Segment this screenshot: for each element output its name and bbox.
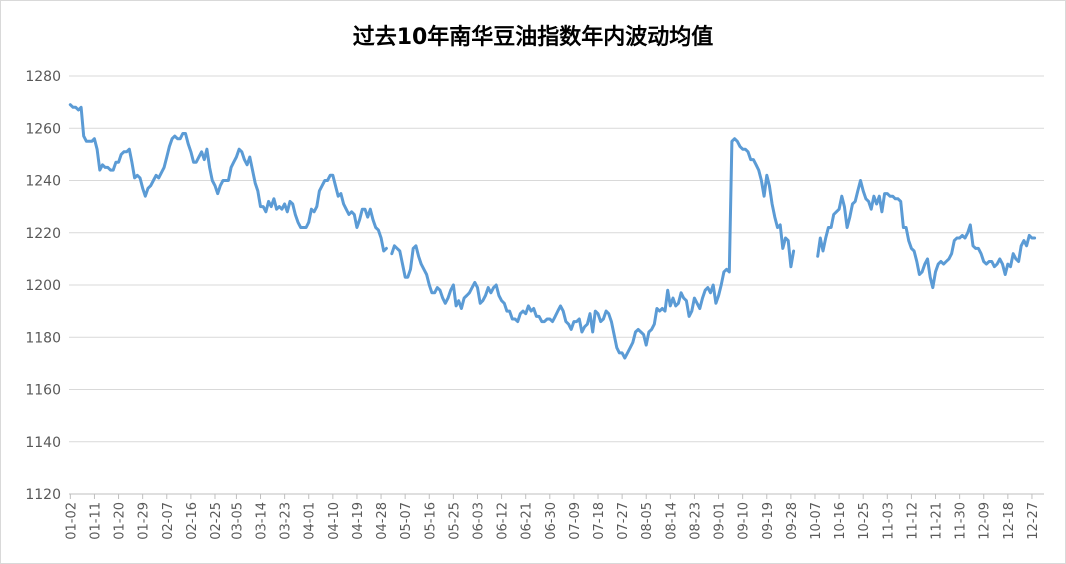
x-tick-label: 05-07 [399,502,414,540]
x-tick-label: 10-16 [833,502,848,540]
y-tick-label: 1260 [25,121,61,137]
y-tick-label: 1180 [25,330,61,346]
x-tick-label: 06-03 [471,502,486,540]
x-tick-label: 07-27 [616,502,631,540]
series-layer [68,103,1037,360]
x-tick-label: 09-01 [713,502,728,540]
x-tick-label: 04-01 [303,502,318,540]
x-tick-label: 07-18 [592,502,607,540]
x-tick-label: 12-27 [1026,502,1041,540]
x-tick-label: 03-23 [279,502,294,540]
x-tick-label: 08-14 [664,502,679,540]
x-tick-label: 06-30 [544,502,559,540]
x-tick-label: 12-09 [978,502,993,540]
x-tick-label: 11-12 [905,502,920,540]
x-tick-label: 10-25 [857,502,872,540]
x-tick-label: 11-21 [930,502,945,540]
x-tick-label: 02-07 [161,502,176,540]
x-tick-label: 02-16 [185,502,200,540]
x-tick-label: 01-02 [64,502,79,540]
y-tick-label: 1200 [25,278,61,294]
x-tick-label: 09-10 [737,502,752,540]
x-tick-label: 11-30 [954,502,969,540]
x-tick-label: 06-21 [520,502,535,540]
x-tick-label: 04-28 [375,502,390,540]
series-line [68,103,388,253]
x-tick-label: 01-20 [113,502,128,540]
x-tick-label: 10-07 [809,502,824,540]
y-tick-label: 1240 [25,174,61,190]
series-line [816,179,1037,290]
x-tick-label: 01-29 [137,502,152,540]
y-tick-label: 1160 [25,383,61,399]
x-tick-label: 09-28 [785,502,800,540]
x-tick-label: 03-05 [230,502,245,540]
x-tick-label: 09-19 [761,502,776,540]
x-tick-label: 07-09 [568,502,583,540]
x-tick-label: 02-25 [209,502,224,540]
x-tick-label: 04-19 [351,502,366,540]
chart-title: 过去10年南华豆油指数年内波动均值 [353,24,714,50]
x-tick-label: 11-03 [881,502,896,540]
gridlines [69,75,1044,443]
x-tick-label: 12-18 [1002,502,1017,540]
x-axis-ticks: 01-02 01-11 01-20 01-29 02-07 02-16 02-25 03-05… [64,494,1041,540]
y-tick-label: 1120 [25,487,61,503]
y-tick-label: 1280 [25,69,61,85]
x-tick-label: 05-16 [423,502,438,540]
y-axis-ticks: 1120 1140 1160 1180 1200 1220 1240 1260 1280 [25,69,61,503]
x-tick-label: 08-05 [640,502,655,540]
series-line [390,137,796,360]
x-tick-label: 06-12 [496,502,511,540]
x-tick-label: 01-11 [88,502,103,540]
x-tick-label: 05-25 [447,502,462,540]
y-tick-label: 1140 [25,435,61,451]
x-tick-label: 08-23 [688,502,703,540]
y-tick-label: 1220 [25,226,61,242]
x-tick-label: 03-14 [255,502,270,540]
x-tick-label: 04-10 [327,502,342,540]
